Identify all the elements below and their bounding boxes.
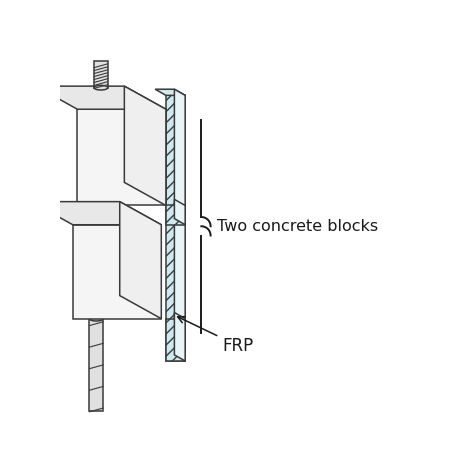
- Polygon shape: [120, 201, 161, 319]
- Ellipse shape: [94, 85, 108, 90]
- Ellipse shape: [89, 316, 103, 321]
- Polygon shape: [166, 206, 185, 225]
- Polygon shape: [166, 319, 185, 361]
- Polygon shape: [94, 61, 108, 88]
- Polygon shape: [166, 95, 185, 361]
- Polygon shape: [155, 89, 185, 95]
- Polygon shape: [174, 89, 185, 361]
- Polygon shape: [174, 200, 185, 225]
- Text: Two concrete blocks: Two concrete blocks: [217, 219, 378, 234]
- Polygon shape: [31, 201, 161, 225]
- Polygon shape: [174, 312, 185, 361]
- Text: FRP: FRP: [178, 317, 254, 355]
- Polygon shape: [89, 319, 103, 411]
- Polygon shape: [124, 86, 166, 206]
- Polygon shape: [73, 225, 161, 319]
- Polygon shape: [36, 86, 166, 109]
- Polygon shape: [77, 109, 166, 206]
